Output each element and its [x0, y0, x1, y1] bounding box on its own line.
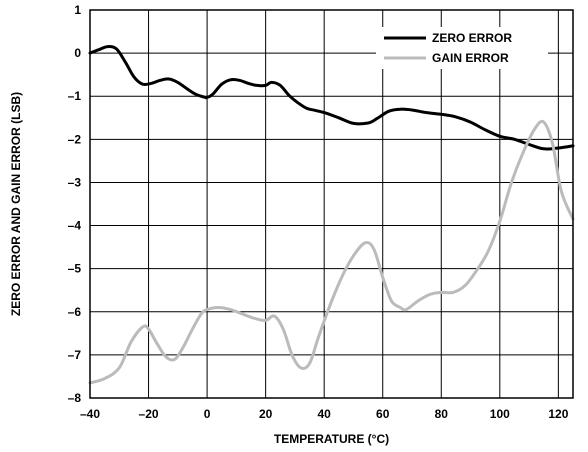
legend-label-gain-error: GAIN ERROR	[432, 51, 509, 65]
series-line-gain-error	[88, 119, 575, 385]
legend: ZERO ERROR GAIN ERROR	[376, 27, 548, 69]
y-axis-title: ZERO ERROR AND GAIN ERROR (LSB)	[9, 92, 23, 316]
y-tick-label: –5	[68, 262, 82, 276]
x-tick-label: 20	[259, 407, 273, 421]
y-tick-label: –4	[68, 219, 82, 233]
series-line-zero-error	[88, 45, 575, 151]
y-tick-label: –7	[68, 348, 82, 362]
x-tick-label: 120	[548, 407, 568, 421]
x-tick-label: –40	[80, 407, 100, 421]
legend-background	[376, 27, 548, 69]
x-tick-label: –20	[139, 407, 159, 421]
x-tick-labels: –40 –20 0 20 40 60 80 100 120	[80, 407, 569, 421]
series-layer	[88, 45, 575, 385]
plot-frame	[89, 9, 574, 399]
y-tick-label: 1	[74, 3, 81, 17]
x-tick-label: 40	[318, 407, 332, 421]
y-tick-label: 0	[74, 46, 81, 60]
x-axis-title: TEMPERATURE (°C)	[274, 432, 389, 446]
y-tick-label: –1	[68, 89, 82, 103]
x-tick-label: 0	[204, 407, 211, 421]
legend-label-zero-error: ZERO ERROR	[432, 31, 512, 45]
grid	[89, 9, 573, 399]
y-tick-labels: 1 0 –1 –2 –3 –4 –5 –6 –7 –8	[68, 3, 82, 405]
y-tick-label: –2	[68, 132, 82, 146]
y-tick-label: –6	[68, 305, 82, 319]
x-tick-label: 100	[490, 407, 510, 421]
x-tick-label: 80	[435, 407, 449, 421]
y-tick-label: –8	[68, 391, 82, 405]
x-tick-label: 60	[376, 407, 390, 421]
y-tick-label: –3	[68, 175, 82, 189]
